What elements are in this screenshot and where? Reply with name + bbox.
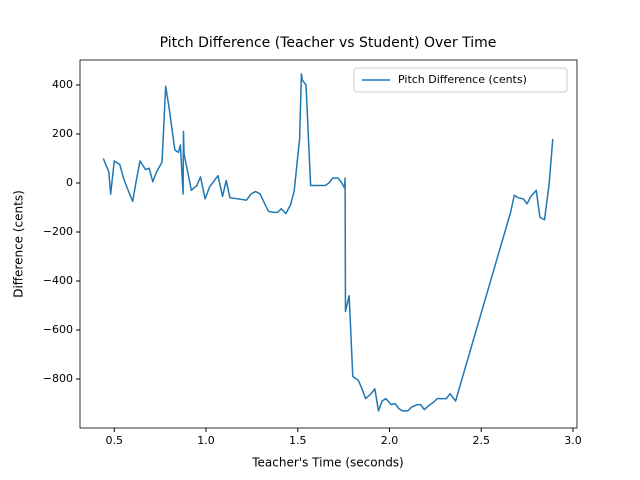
y-tick-label: −200	[43, 225, 73, 238]
x-axis-label: Teacher's Time (seconds)	[251, 456, 404, 470]
x-tick-label: 3.0	[564, 434, 582, 447]
x-tick-label: 2.5	[472, 434, 490, 447]
legend-label: Pitch Difference (cents)	[398, 73, 527, 86]
legend-box	[353, 67, 568, 93]
chart-title: Pitch Difference (Teacher vs Student) Ov…	[160, 35, 497, 51]
y-tick-label: −800	[43, 372, 73, 385]
x-tick-label: 0.5	[106, 434, 124, 447]
x-tick-label: 2.0	[381, 434, 399, 447]
data-line	[102, 73, 554, 412]
x-tick-label: 1.5	[289, 434, 307, 447]
y-tick-label: 0	[66, 176, 73, 189]
y-tick-label: 400	[52, 78, 73, 91]
y-tick-label: −400	[43, 274, 73, 287]
y-tick-label: 200	[52, 127, 73, 140]
plot-frame	[79, 59, 578, 429]
x-tick-label: 1.0	[197, 434, 215, 447]
y-tick-label: −600	[43, 323, 73, 336]
y-axis-label: Difference (cents)	[12, 190, 26, 298]
